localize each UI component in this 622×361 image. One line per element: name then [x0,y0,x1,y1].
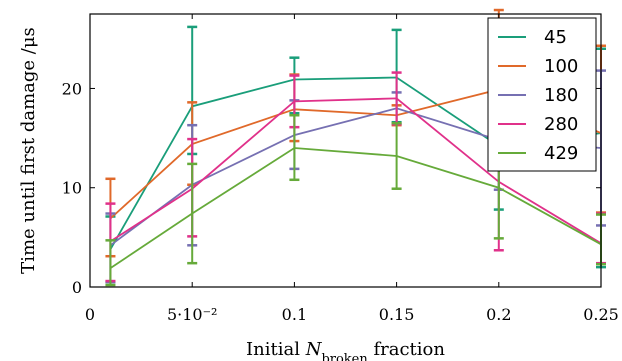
series-line [109,97,602,245]
ticks-layer: 0 5·10⁻² 0.1 0.15 0.2 0.25 0 10 20 [62,14,619,324]
x-axis-label-text: Initial Nbroken fraction [246,339,445,361]
y-axis-label-text: Time until first damage /μs [18,27,39,274]
legend-label: 180 [544,85,578,106]
x-tick-label: 5·10⁻² [167,305,217,324]
x-axis-label: Initial Nbroken fraction [246,339,445,361]
legend-label: 100 [544,56,578,77]
y-axis-label: Time until first damage /μs [18,27,39,274]
legend-label: 429 [544,143,578,164]
x-tick-label: 0.25 [583,305,619,324]
plot-frame [89,13,602,288]
y-tick-label: 10 [62,179,82,198]
series-line [109,147,602,269]
x-tick-label: 0.15 [379,305,415,324]
legend: 45 100 180 280 429 [487,17,597,172]
y-tick-label: 0 [72,278,82,297]
legend-label: 45 [544,27,567,48]
x-tick-label: 0.2 [486,305,511,324]
legend-label: 280 [544,114,578,135]
x-tick-label: 0.1 [282,305,307,324]
x-tick-label: 0 [85,305,95,324]
y-tick-label: 20 [62,79,82,98]
